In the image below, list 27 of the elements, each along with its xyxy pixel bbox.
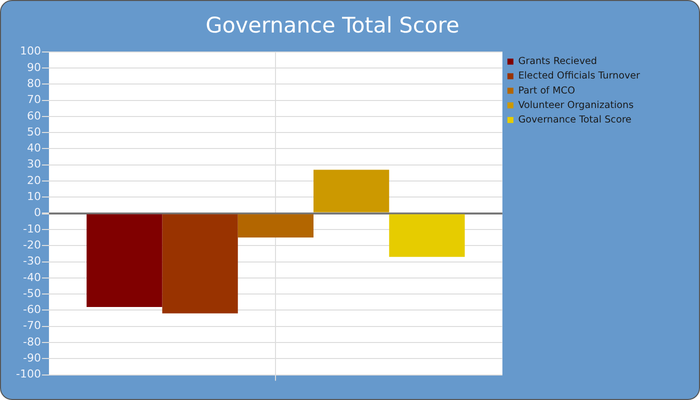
y-tick-label: 30 [26,158,41,171]
y-tick-label: 20 [26,174,41,187]
y-tick-label: -20 [22,238,41,252]
y-tick-label: 70 [26,93,41,106]
y-tick-label: -80 [22,335,41,348]
y-tick-label: 90 [26,60,41,74]
y-tick-label: -40 [22,270,41,284]
legend-label: Governance Total Score [518,114,632,126]
y-tick-label: -70 [22,319,41,332]
y-tick-label: -30 [22,254,41,268]
legend-label: Grants Recieved [518,56,597,68]
y-tick-label: -10 [22,222,41,236]
y-tick-label: -100 [16,368,41,381]
y-tick-label: 60 [26,109,41,122]
y-tick-label: 80 [26,76,41,90]
chart-title: Governance Total Score [206,13,460,38]
y-tick-label: 50 [26,125,41,138]
y-tick-label: 10 [26,190,41,204]
legend-label: Part of MCO [518,85,576,96]
y-tick-label: 100 [20,44,41,58]
legend-label: Volunteer Organizations [518,100,634,111]
legend-label: Elected Officials Turnover [518,70,640,82]
y-tick-label: 0 [34,206,41,220]
y-tick-label: -50 [22,286,41,300]
y-tick-label: 40 [26,142,41,155]
y-tick-label: -90 [22,352,41,365]
y-tick-label: -60 [22,303,41,316]
